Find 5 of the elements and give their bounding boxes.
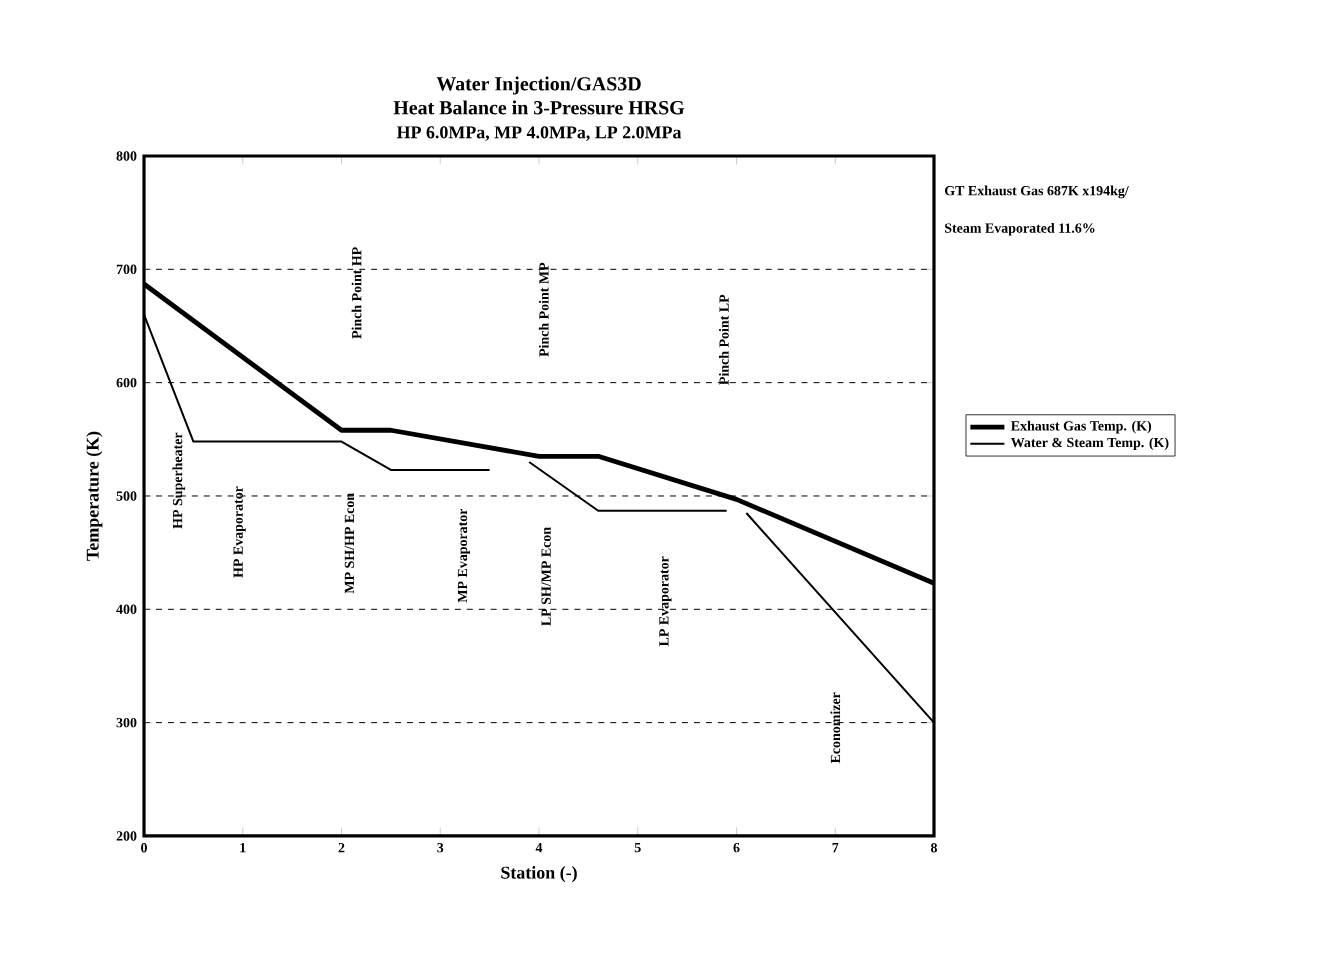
chart-subtitle: Heat Balance in 3-Pressure HRSG	[393, 100, 685, 115]
text: HP 6.0MPa, MP 4.0MPa, LP 2.0MPa	[396, 126, 682, 141]
y-axis-title: Temperature (K)	[86, 431, 103, 561]
chart-title: Water Injection/GAS3D	[436, 76, 641, 95]
x-axis-title: Station (-)	[501, 866, 577, 883]
